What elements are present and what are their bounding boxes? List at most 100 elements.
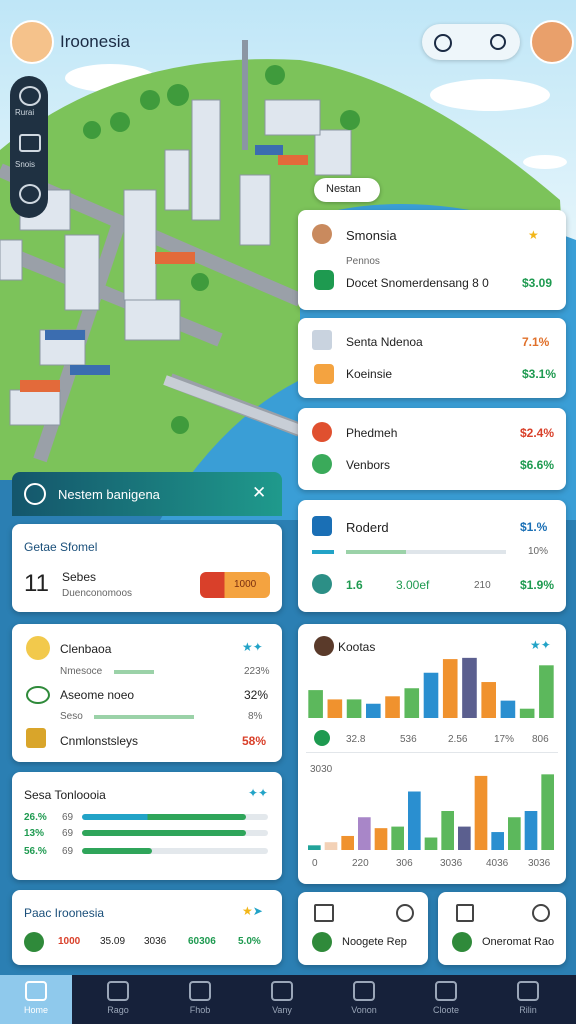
header-actions[interactable] bbox=[422, 24, 520, 60]
avatar[interactable] bbox=[530, 20, 574, 64]
profile-card: Smonsia ★ Pennos Docet Snomerdensang 8 0… bbox=[298, 210, 566, 310]
bar bbox=[524, 811, 538, 850]
stat: 1000 bbox=[58, 936, 81, 947]
nav-item[interactable]: Cloote bbox=[410, 975, 482, 1024]
row-label: Docet Snomerdensang 8 0 bbox=[346, 276, 489, 290]
card-title: Getae Sfomel bbox=[24, 540, 98, 554]
nav-label: Vonon bbox=[351, 1005, 377, 1015]
big-number: 11 bbox=[24, 570, 49, 597]
row-label: Aseome noeo bbox=[60, 688, 135, 702]
row-label: Nmesoce bbox=[60, 666, 103, 677]
nav-item[interactable]: Fhob bbox=[164, 975, 236, 1024]
rail-label[interactable]: Snois bbox=[15, 160, 36, 169]
bar bbox=[385, 696, 400, 718]
nav-item[interactable]: Vany bbox=[246, 975, 318, 1024]
row-label: 13% bbox=[24, 828, 45, 839]
bar bbox=[346, 699, 362, 718]
card-title: Smonsia bbox=[346, 228, 397, 243]
stat: $1.9% bbox=[520, 578, 555, 592]
nav-item[interactable]: Vonon bbox=[328, 975, 400, 1024]
axis-label: 536 bbox=[400, 734, 417, 745]
nav-label: Home bbox=[23, 1005, 48, 1015]
bar bbox=[462, 657, 477, 718]
bar bbox=[324, 842, 338, 850]
row-label: Koeinsie bbox=[346, 367, 393, 381]
row-label: 26.% bbox=[24, 812, 47, 823]
stat: 3.00ef bbox=[396, 578, 430, 592]
rail-label[interactable]: Rurai bbox=[15, 108, 35, 117]
nav-icon bbox=[517, 981, 539, 1001]
summary-card: Getae Sfomel 11 Sebes Duenconomoos 1000 bbox=[12, 524, 282, 612]
chart-label: 3030 bbox=[310, 764, 333, 775]
stat: 60306 bbox=[188, 936, 216, 947]
banner-title: Nestem banigena bbox=[58, 487, 160, 502]
action-button[interactable]: 1000 bbox=[200, 572, 270, 598]
axis-label: 4036 bbox=[486, 858, 509, 869]
nav-icon bbox=[25, 981, 47, 1001]
nav-item[interactable]: Rago bbox=[82, 975, 154, 1024]
axis-label: 306 bbox=[396, 858, 413, 869]
bar bbox=[391, 826, 404, 850]
line: Duenconomoos bbox=[62, 588, 133, 599]
card-title: Kootas bbox=[338, 640, 376, 654]
bar bbox=[374, 828, 388, 850]
stat: 3036 bbox=[144, 936, 167, 947]
row-value: 223% bbox=[244, 666, 270, 677]
bar bbox=[308, 690, 323, 718]
bar-value: 10% bbox=[528, 546, 549, 557]
bar bbox=[541, 774, 554, 850]
map-pill[interactable]: Nestan bbox=[314, 178, 380, 202]
bar bbox=[474, 775, 488, 850]
progress-card: Roderd $1.% 10% 1.6 3.00ef 210 $1.9% bbox=[298, 500, 566, 612]
star[interactable]: ★✦ bbox=[530, 638, 551, 652]
shortcut-card[interactable]: Oneromat Rao bbox=[438, 892, 566, 965]
footer-card: Paac Iroonesia ★➤ 1000 35.09 3036 60306 … bbox=[12, 890, 282, 965]
row-value: $2.4% bbox=[520, 426, 555, 440]
nav-label: Rilin bbox=[519, 1005, 537, 1015]
row-value: 58% bbox=[242, 734, 267, 748]
row-value: 32% bbox=[244, 688, 269, 702]
row-count: 69 bbox=[62, 812, 74, 823]
list-card: Clenbaoa ★✦ Nmesoce 223% Aseome noeo 32%… bbox=[12, 624, 282, 762]
row-label: Phedmeh bbox=[346, 426, 398, 440]
row-label: Seso bbox=[60, 711, 83, 722]
bar bbox=[539, 665, 554, 718]
chart-card: Kootas ★✦ 32.8 536 2.56 17% 806 3030 0 2… bbox=[298, 624, 566, 884]
bar bbox=[366, 703, 381, 718]
bar bbox=[404, 688, 420, 718]
nav-icon bbox=[353, 981, 375, 1001]
nav-icon bbox=[107, 981, 129, 1001]
row-label: Venbors bbox=[346, 458, 391, 472]
bars-card: Sesa Tonloooia ✦✦ 26.% 69 13% 69 56.% 69 bbox=[12, 772, 282, 880]
close-button[interactable]: ✕ bbox=[252, 483, 267, 502]
star[interactable]: ★ bbox=[528, 228, 539, 242]
nav-item[interactable]: Rilin bbox=[492, 975, 564, 1024]
bar bbox=[500, 700, 516, 718]
nav-item[interactable]: Home bbox=[0, 975, 72, 1024]
star[interactable]: ✦✦ bbox=[248, 786, 269, 800]
card-title: Paac Iroonesia bbox=[24, 906, 105, 920]
bar bbox=[408, 791, 421, 850]
axis-label: 2.56 bbox=[448, 734, 468, 745]
stat: 1.6 bbox=[346, 578, 363, 592]
row-label: 56.% bbox=[24, 846, 47, 857]
bar bbox=[358, 817, 371, 850]
bar bbox=[508, 817, 521, 850]
pair-card: Senta Ndenoa 7.1% Koeinsie $3.1% bbox=[298, 318, 566, 398]
stat: 210 bbox=[474, 580, 491, 591]
star[interactable]: ★➤ bbox=[242, 904, 263, 918]
bar bbox=[442, 659, 458, 718]
star[interactable]: ★✦ bbox=[242, 640, 263, 654]
nav-icon bbox=[435, 981, 457, 1001]
map-label: Nestan bbox=[326, 183, 361, 195]
card-label: Noogete Rep bbox=[342, 936, 407, 948]
axis-label: 220 bbox=[352, 858, 369, 869]
bar bbox=[491, 832, 504, 850]
card-label: Oneromat Rao bbox=[482, 936, 555, 948]
shortcut-card[interactable]: Noogete Rep bbox=[298, 892, 428, 965]
card-title: Sesa Tonloooia bbox=[24, 788, 106, 802]
row-label: Cnmlonstsleys bbox=[60, 734, 139, 748]
side-rail: Rurai Snois bbox=[10, 76, 48, 218]
avatar[interactable] bbox=[10, 20, 54, 64]
card-subtitle: Pennos bbox=[346, 256, 380, 267]
